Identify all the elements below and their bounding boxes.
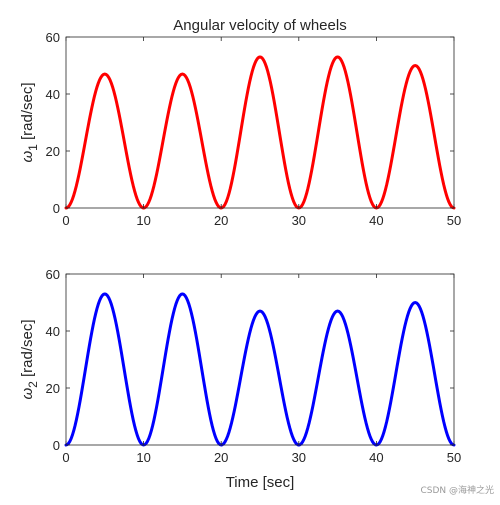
y-axis-label-symbol: ω [19, 151, 36, 163]
plot-area [66, 37, 454, 208]
x-tick-label: 50 [447, 213, 461, 228]
y-axis-label-unit: [rad/sec] [19, 319, 36, 381]
x-axis-label: Time [sec] [226, 474, 295, 491]
x-tick-label: 50 [447, 450, 461, 465]
chart-title: Angular velocity of wheels [173, 17, 346, 34]
subplot-2: 0 10 20 30 40 50 0 20 40 60 Time [sec] ω2 [rad/sec] [19, 267, 461, 491]
y-tick-label: 0 [53, 438, 60, 453]
y-tick-label: 40 [46, 87, 60, 102]
y-tick-label: 60 [46, 30, 60, 45]
y-axis-label-unit: [rad/sec] [19, 82, 36, 144]
y-tick-label: 0 [53, 201, 60, 216]
x-tick-label: 20 [214, 450, 228, 465]
y-axis-label-symbol: ω [19, 388, 36, 400]
subplot-1: 0 10 20 30 40 50 0 20 40 60 Angular velocity of wh… [19, 17, 461, 228]
x-tick-label: 40 [369, 450, 383, 465]
y-tick-label: 20 [46, 144, 60, 159]
x-tick-label: 40 [369, 213, 383, 228]
y-tick-label: 40 [46, 324, 60, 339]
x-tick-label: 30 [292, 450, 306, 465]
x-tick-label: 10 [136, 450, 150, 465]
x-tick-label: 30 [292, 213, 306, 228]
x-tick-label: 20 [214, 213, 228, 228]
x-tick-label: 0 [62, 213, 69, 228]
x-tick-label: 0 [62, 450, 69, 465]
y-axis-label: ω1 [rad/sec] [19, 82, 40, 162]
y-tick-label: 60 [46, 267, 60, 282]
x-tick-label: 10 [136, 213, 150, 228]
y-tick-label: 20 [46, 381, 60, 396]
watermark-text: CSDN @海神之光 [420, 483, 494, 496]
plot-area [66, 274, 454, 445]
y-axis-label: ω2 [rad/sec] [19, 319, 40, 399]
